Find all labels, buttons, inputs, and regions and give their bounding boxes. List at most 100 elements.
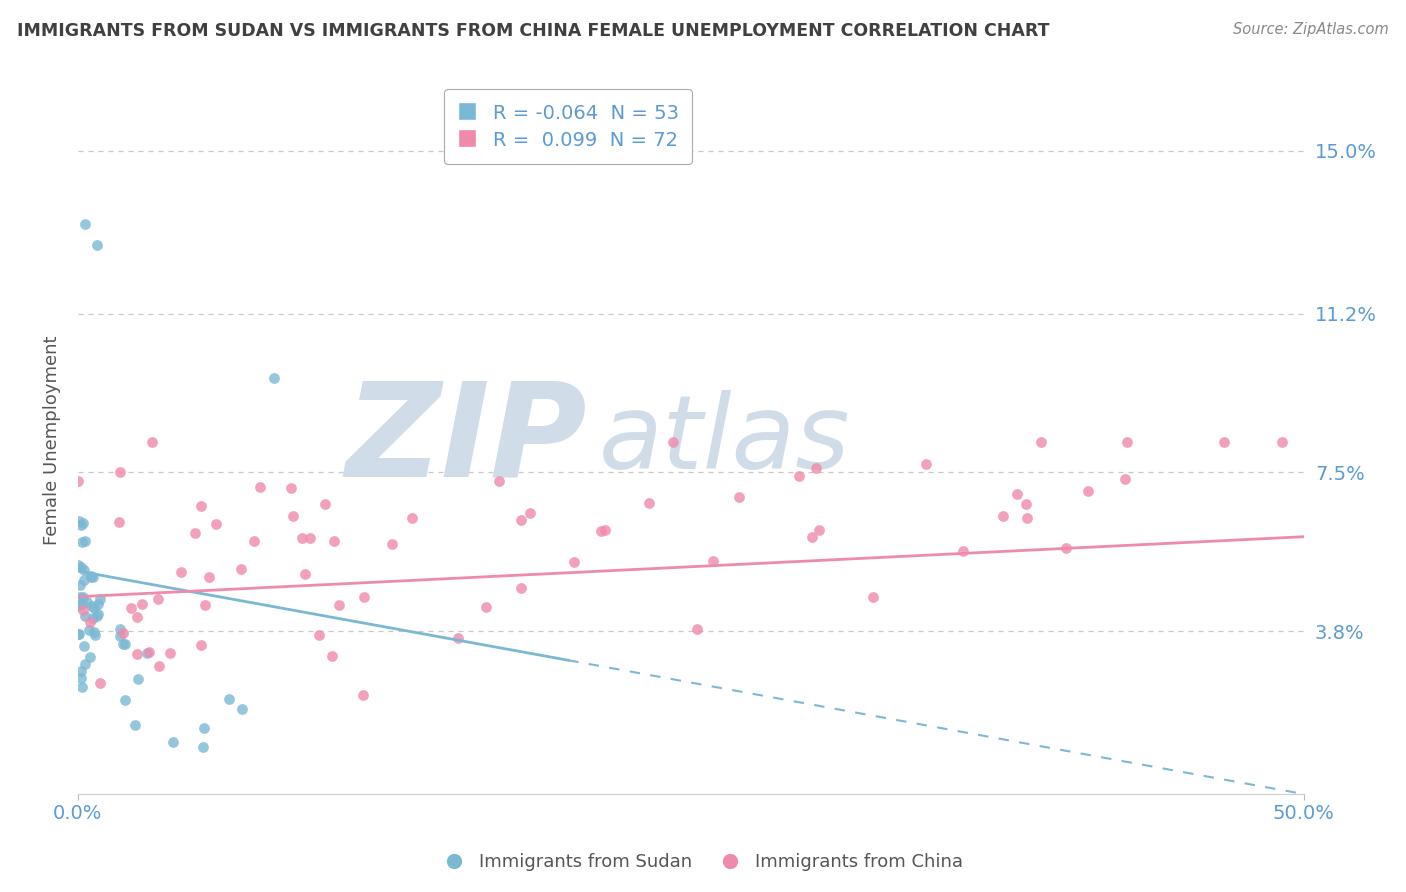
- Point: [800, 530, 823, 544]
- Point: [1212, 435, 1234, 450]
- Point: [991, 509, 1014, 524]
- Point: [808, 523, 831, 537]
- Point: [73, 657, 96, 672]
- Point: [127, 647, 149, 661]
- Point: [1054, 541, 1077, 556]
- Point: [86, 609, 108, 624]
- Point: [198, 570, 221, 584]
- Point: [141, 435, 163, 450]
- Point: [89, 675, 111, 690]
- Point: [323, 533, 346, 548]
- Point: [1077, 484, 1099, 499]
- Point: [952, 544, 974, 558]
- Point: [488, 474, 510, 488]
- Point: [1115, 435, 1137, 450]
- Point: [191, 739, 214, 754]
- Point: [1005, 487, 1028, 501]
- Point: [70, 597, 93, 611]
- Point: [67, 558, 90, 573]
- Point: [110, 629, 132, 643]
- Point: [67, 514, 90, 528]
- Point: [114, 637, 136, 651]
- Point: [127, 672, 149, 686]
- Point: [70, 517, 93, 532]
- Point: [1015, 497, 1038, 511]
- Point: [562, 555, 585, 569]
- Point: [662, 435, 685, 450]
- Point: [593, 523, 616, 537]
- Point: [73, 608, 96, 623]
- Point: [184, 525, 207, 540]
- Point: [229, 562, 252, 576]
- Point: [519, 506, 541, 520]
- Point: [108, 466, 131, 480]
- Point: [353, 590, 375, 604]
- Point: [108, 515, 131, 529]
- Point: [804, 460, 827, 475]
- Point: [314, 497, 336, 511]
- Text: atlas: atlas: [599, 390, 851, 491]
- Point: [76, 595, 98, 609]
- Point: [281, 508, 304, 523]
- Point: [67, 627, 90, 641]
- Point: [1029, 435, 1052, 450]
- Point: [125, 610, 148, 624]
- Point: [193, 721, 215, 735]
- Point: [72, 590, 94, 604]
- Point: [308, 628, 330, 642]
- Point: [190, 499, 212, 513]
- Point: [67, 474, 90, 488]
- Point: [83, 625, 105, 640]
- Point: [79, 570, 101, 584]
- Point: [112, 626, 135, 640]
- Point: [73, 640, 96, 654]
- Point: [79, 615, 101, 630]
- Point: [75, 217, 97, 231]
- Point: [73, 534, 96, 549]
- Point: [73, 574, 96, 588]
- Point: [638, 496, 661, 510]
- Point: [298, 531, 321, 545]
- Point: [263, 371, 285, 385]
- Point: [328, 598, 350, 612]
- Point: [131, 597, 153, 611]
- Point: [111, 637, 134, 651]
- Point: [475, 599, 498, 614]
- Point: [686, 622, 709, 636]
- Point: [70, 535, 93, 549]
- Point: [66, 599, 89, 613]
- Point: [702, 554, 724, 568]
- Point: [70, 680, 93, 694]
- Point: [80, 568, 103, 582]
- Point: [72, 516, 94, 530]
- Point: [108, 622, 131, 636]
- Point: [321, 649, 343, 664]
- Point: [82, 611, 104, 625]
- Point: [591, 524, 613, 538]
- Point: [243, 534, 266, 549]
- Point: [69, 578, 91, 592]
- Point: [69, 590, 91, 604]
- Point: [291, 531, 314, 545]
- Point: [135, 646, 157, 660]
- Point: [915, 457, 938, 471]
- Point: [162, 735, 184, 749]
- Point: [231, 702, 253, 716]
- Point: [87, 598, 110, 612]
- Point: [862, 591, 884, 605]
- Point: [70, 664, 93, 678]
- Legend: R = -0.064  N = 53, R =  0.099  N = 72: R = -0.064 N = 53, R = 0.099 N = 72: [444, 89, 692, 164]
- Point: [352, 688, 374, 702]
- Point: [1017, 511, 1039, 525]
- Point: [447, 631, 470, 645]
- Point: [190, 638, 212, 652]
- Point: [77, 623, 100, 637]
- Text: IMMIGRANTS FROM SUDAN VS IMMIGRANTS FROM CHINA FEMALE UNEMPLOYMENT CORRELATION C: IMMIGRANTS FROM SUDAN VS IMMIGRANTS FROM…: [17, 22, 1049, 40]
- Point: [86, 238, 108, 252]
- Point: [510, 513, 533, 527]
- Point: [82, 570, 104, 584]
- Point: [148, 592, 170, 607]
- Point: [401, 510, 423, 524]
- Legend: Immigrants from Sudan, Immigrants from China: Immigrants from Sudan, Immigrants from C…: [436, 847, 970, 879]
- Point: [69, 671, 91, 685]
